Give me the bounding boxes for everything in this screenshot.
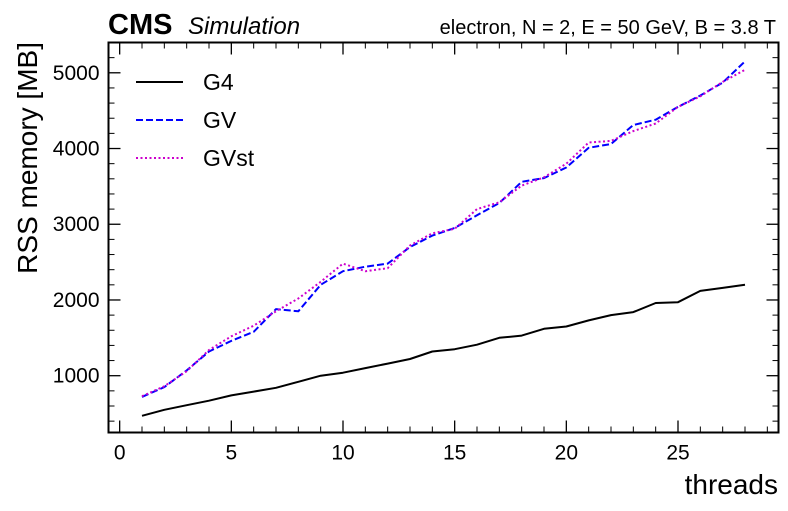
plot-frame [107, 41, 780, 434]
experiment-label: CMS [108, 9, 172, 41]
y-tick-label: 4000 [53, 138, 100, 161]
axis-ticks: 0 5 10 15 20 25 1000 2000 3000 4000 5000 [53, 42, 779, 465]
x-axis-label: threads [685, 469, 778, 500]
series-line-g4 [141, 283, 746, 417]
x-tick-label: 0 [114, 442, 126, 465]
legend-label-gv: GV [203, 107, 237, 133]
run-info-label: electron, N = 2, E = 50 GeV, B = 3.8 T [440, 17, 776, 39]
status-label: Simulation [188, 13, 300, 40]
legend-label-g4: G4 [203, 69, 234, 95]
x-tick-label: 20 [555, 442, 578, 465]
legend-label-gvst: GVst [203, 145, 255, 171]
legend: G4 GV GVst [136, 69, 255, 171]
y-tick-label: 3000 [53, 213, 100, 236]
y-tick-label: 1000 [53, 365, 100, 388]
series-layer [141, 60, 746, 417]
y-tick-label: 2000 [53, 289, 100, 312]
x-tick-label: 25 [666, 442, 689, 465]
x-tick-label: 10 [331, 442, 354, 465]
x-tick-label: 5 [225, 442, 237, 465]
y-axis-label: RSS memory [MB] [12, 42, 43, 274]
x-tick-label: 15 [443, 442, 466, 465]
y-tick-label: 5000 [53, 62, 100, 85]
series-line-gvst [141, 68, 746, 398]
